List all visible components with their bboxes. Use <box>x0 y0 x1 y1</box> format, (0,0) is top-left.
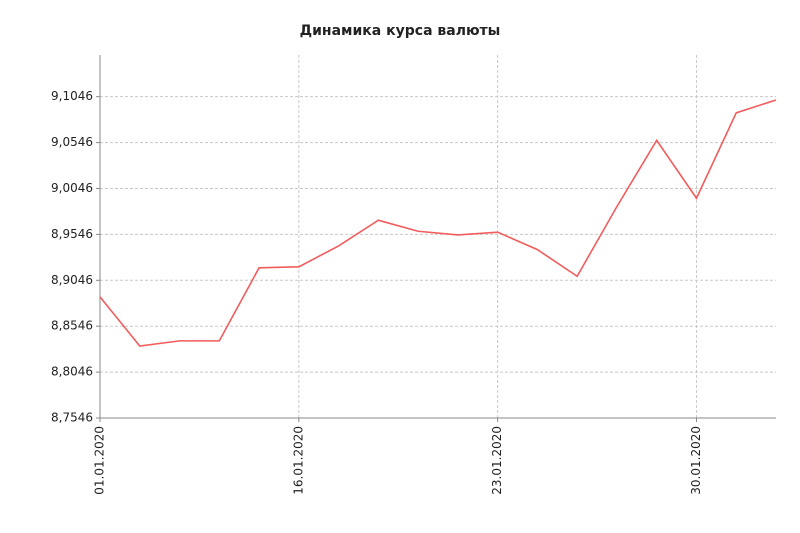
y-tick-label: 9,0046 <box>51 181 93 195</box>
y-tick-label: 8,8546 <box>51 319 93 333</box>
y-tick-label: 9,0546 <box>51 135 93 149</box>
x-tick-label: 23.01.2020 <box>490 426 504 495</box>
y-tick-label: 8,9046 <box>51 273 93 287</box>
x-tick-label: 01.01.2020 <box>93 426 107 495</box>
chart-title: Динамика курса валюты <box>300 23 501 39</box>
y-tick-label: 8,9546 <box>51 227 93 241</box>
y-tick-label: 8,8046 <box>51 365 93 379</box>
y-tick-label: 9,1046 <box>51 89 93 103</box>
line <box>99 99 777 347</box>
x-tick-label: 30.01.2020 <box>689 426 703 495</box>
x-tick-label: 16.01.2020 <box>291 426 305 495</box>
y-tick-label: 8,7546 <box>51 411 93 425</box>
